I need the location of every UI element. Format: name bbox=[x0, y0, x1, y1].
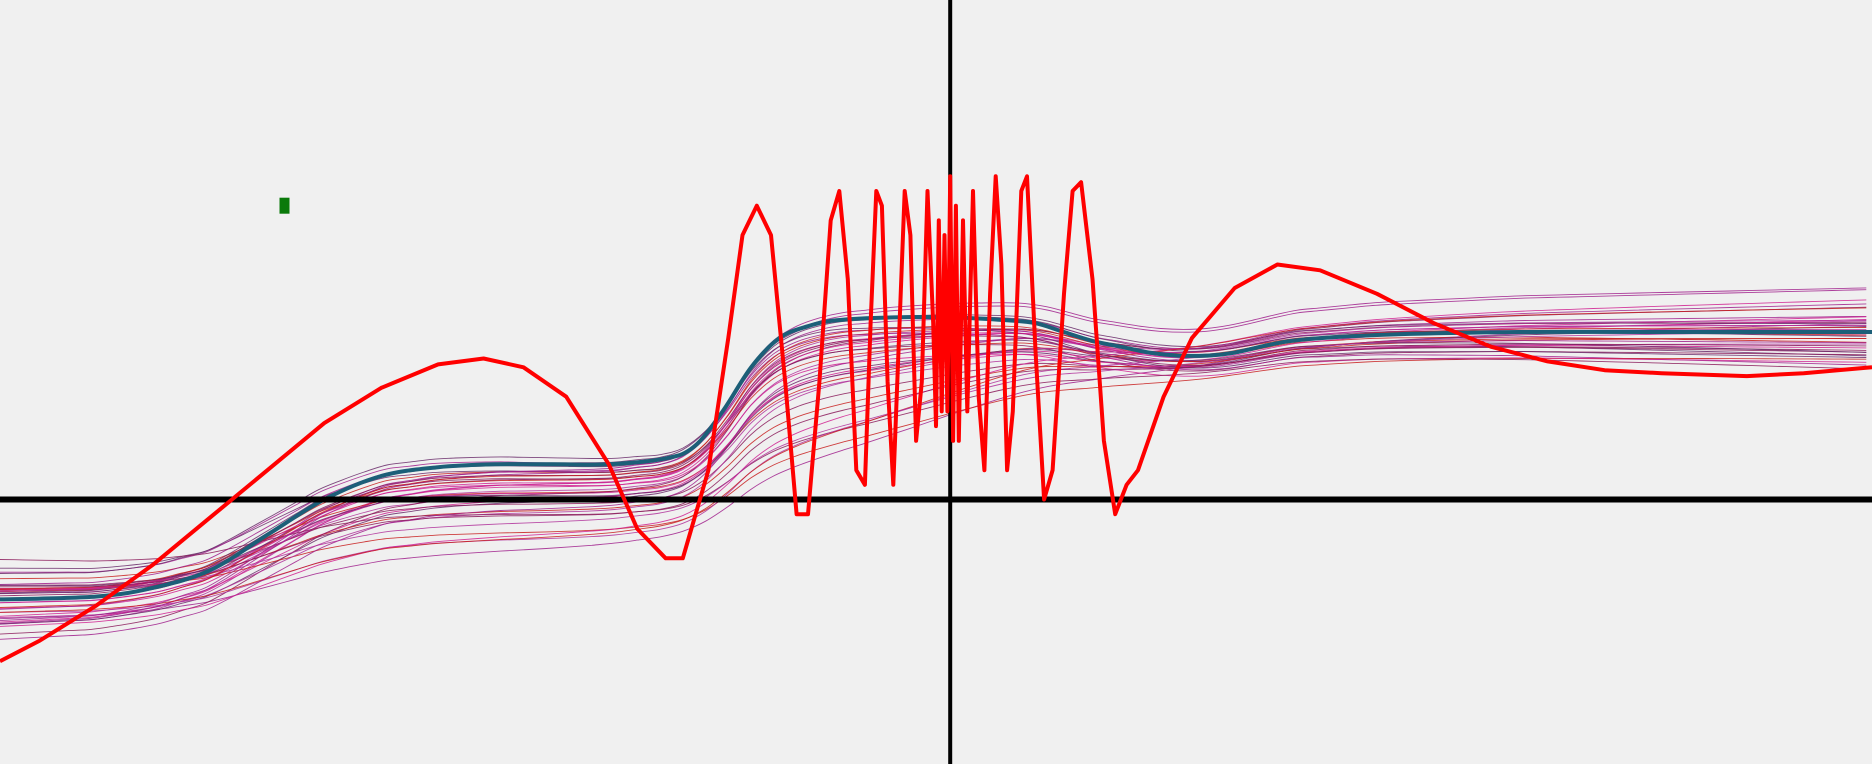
oscillating-function-line bbox=[0, 174, 1872, 663]
sample-fit-line bbox=[0, 307, 1867, 613]
sample-fit-line bbox=[0, 331, 1867, 592]
marker-layer bbox=[279, 197, 290, 214]
oscillating-function-layer bbox=[0, 174, 1872, 663]
mean-fit-line bbox=[0, 315, 1872, 602]
marker-point bbox=[279, 197, 290, 214]
sample-fit-line bbox=[0, 358, 1867, 562]
mean-fit-layer bbox=[0, 315, 1872, 602]
